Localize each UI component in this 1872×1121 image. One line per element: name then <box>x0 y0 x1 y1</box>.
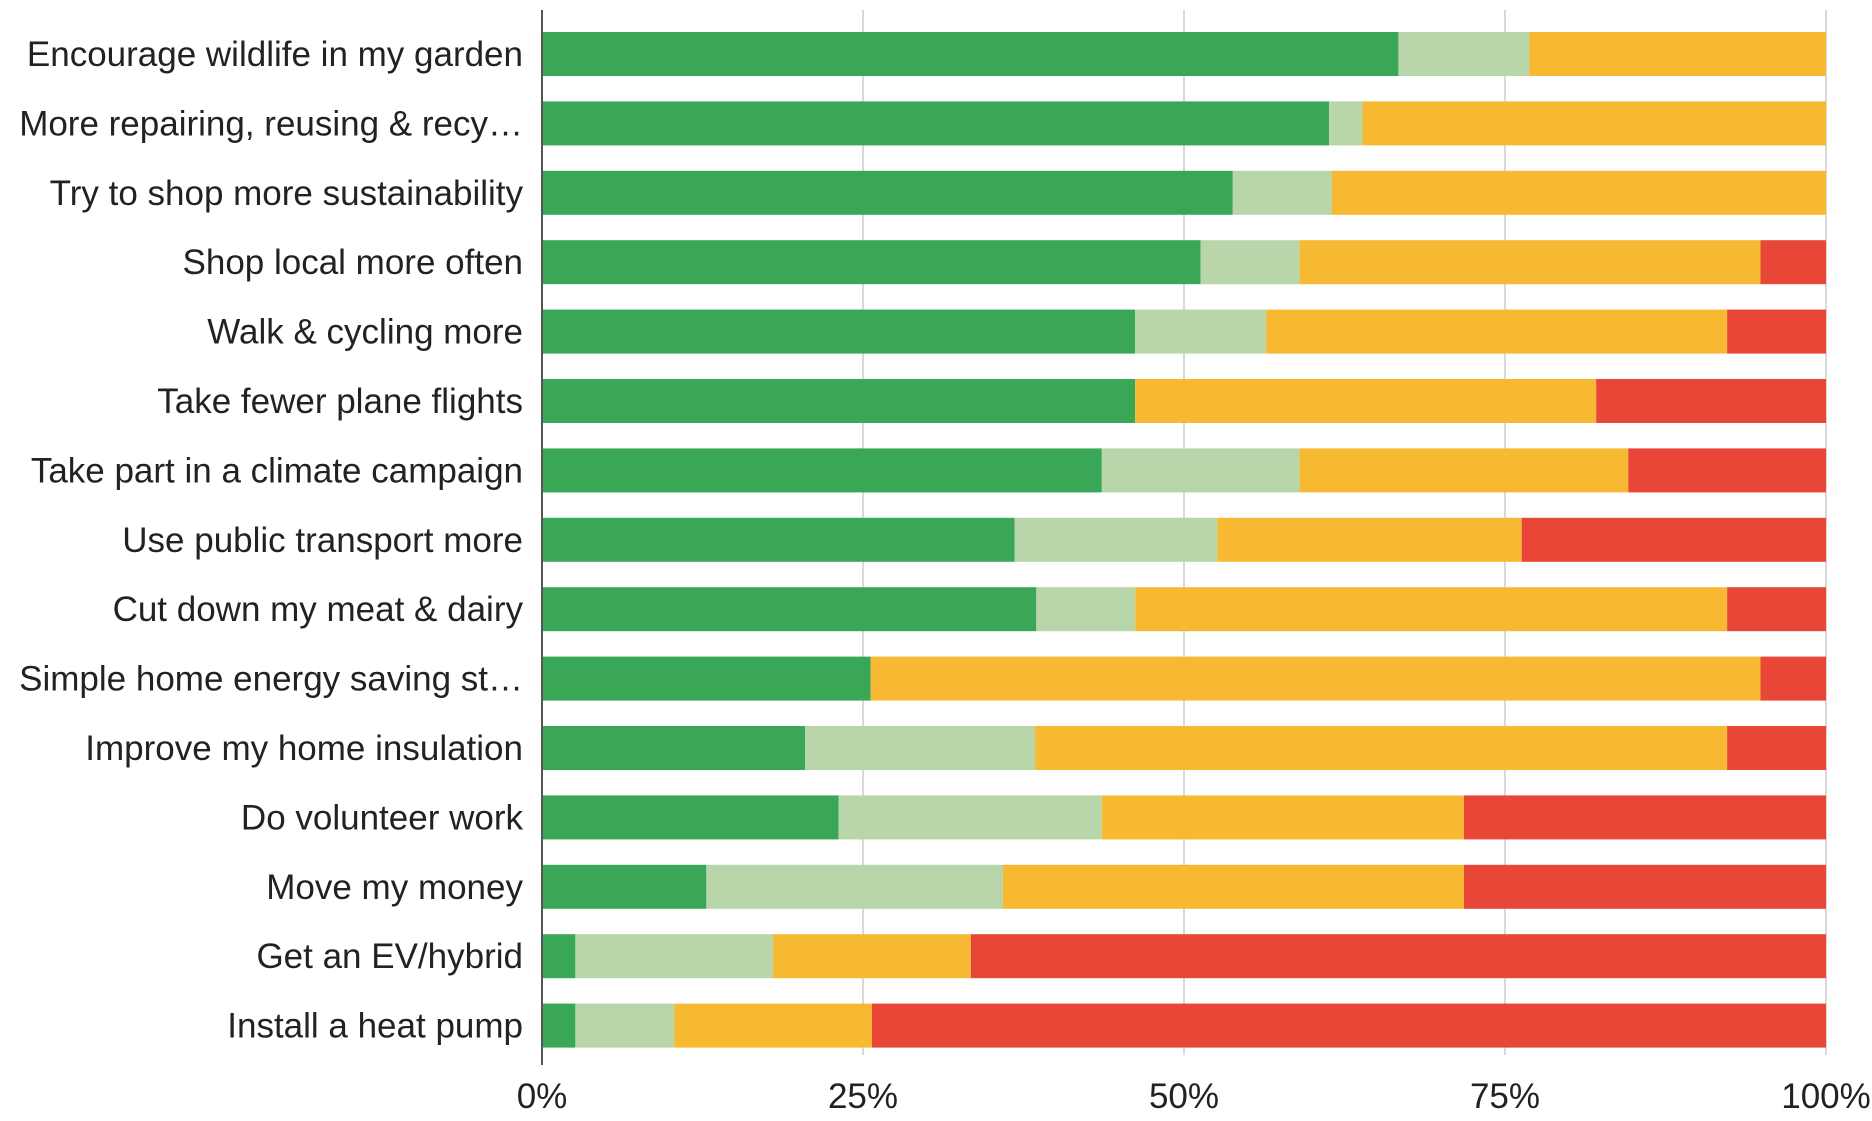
category-label: Get an EV/hybrid <box>256 937 523 976</box>
bar-segment <box>1596 379 1826 423</box>
bar-segment <box>1463 864 1826 909</box>
bar-segment <box>575 1003 675 1048</box>
bar-segment <box>1760 240 1826 285</box>
bar-segment <box>542 32 1399 76</box>
bar-segment <box>542 864 707 909</box>
bar-segment <box>542 379 1136 423</box>
bar-segment <box>575 934 774 979</box>
bar-segment <box>1727 726 1826 770</box>
category-label: Encourage wildlife in my garden <box>27 35 523 74</box>
bar-segment <box>542 101 1330 146</box>
bar-segment <box>1529 32 1826 76</box>
bar-segment <box>1036 587 1136 632</box>
bar-segment <box>773 934 971 979</box>
bar-segment <box>542 795 839 840</box>
bar-segment <box>1135 587 1728 632</box>
bar-segment <box>1266 309 1728 354</box>
bars <box>542 32 1826 1048</box>
bar-segment <box>674 1003 872 1048</box>
category-label: Install a heat pump <box>227 1007 523 1046</box>
category-label: Take fewer plane flights <box>157 382 523 421</box>
bar-segment <box>542 1003 576 1048</box>
bar-segment <box>1362 101 1826 146</box>
bar-segment <box>1331 170 1826 215</box>
bar-segment <box>970 934 1826 979</box>
bar-segment <box>706 864 1003 909</box>
bar-segment <box>542 170 1233 215</box>
bar-segment <box>542 726 806 770</box>
bar-segment <box>1521 517 1826 562</box>
bar-segment <box>805 726 1036 770</box>
x-tick-labels: 0% 25% 50% 75% 100% <box>517 1077 1871 1116</box>
bar-segment <box>1200 240 1300 285</box>
category-label: Simple home energy saving st… <box>19 660 523 699</box>
bar-segment <box>838 795 1102 840</box>
bar-segment <box>870 656 1761 701</box>
bar-segment <box>542 656 871 701</box>
bar-segment <box>1760 656 1826 701</box>
bar-segment <box>1135 379 1597 423</box>
bar-segment <box>1463 795 1826 840</box>
bar-segment <box>1299 240 1761 285</box>
category-label: Try to shop more sustainability <box>50 174 524 213</box>
bar-segment <box>542 517 1015 562</box>
x-tick-label: 25% <box>828 1077 898 1116</box>
bar-segment <box>1217 517 1522 562</box>
bar-segment <box>1628 448 1826 493</box>
category-label: Cut down my meat & dairy <box>113 590 524 629</box>
category-label: Shop local more often <box>183 243 523 282</box>
category-label: Take part in a climate campaign <box>31 451 523 490</box>
bar-segment <box>1014 517 1218 562</box>
category-label: Do volunteer work <box>241 798 524 837</box>
category-labels: Encourage wildlife in my garden More repa… <box>19 35 523 1046</box>
bar-segment <box>1035 726 1728 770</box>
x-tick-label: 100% <box>1781 1077 1871 1116</box>
bar-segment <box>542 448 1102 493</box>
bar-segment <box>1329 101 1363 146</box>
bar-segment <box>1232 170 1332 215</box>
bar-segment <box>1101 795 1464 840</box>
x-tick-label: 75% <box>1470 1077 1540 1116</box>
category-label: Improve my home insulation <box>85 729 523 768</box>
bar-segment <box>1002 864 1464 909</box>
x-tick-label: 0% <box>517 1077 568 1116</box>
bar-segment <box>1135 309 1267 354</box>
category-label: More repairing, reusing & recy… <box>19 104 523 143</box>
category-label: Walk & cycling more <box>207 313 523 352</box>
category-label: Use public transport more <box>122 521 523 560</box>
bar-segment <box>1299 448 1629 493</box>
bar-segment <box>1398 32 1530 76</box>
bar-segment <box>542 587 1037 632</box>
bar-segment <box>542 240 1201 285</box>
bar-segment <box>1727 309 1826 354</box>
category-label: Move my money <box>266 868 523 907</box>
bar-segment <box>1101 448 1300 493</box>
bar-segment <box>1727 587 1826 632</box>
bar-segment <box>542 309 1136 354</box>
bar-segment <box>871 1003 1826 1048</box>
bar-segment <box>542 934 576 979</box>
x-tick-label: 50% <box>1149 1077 1219 1116</box>
